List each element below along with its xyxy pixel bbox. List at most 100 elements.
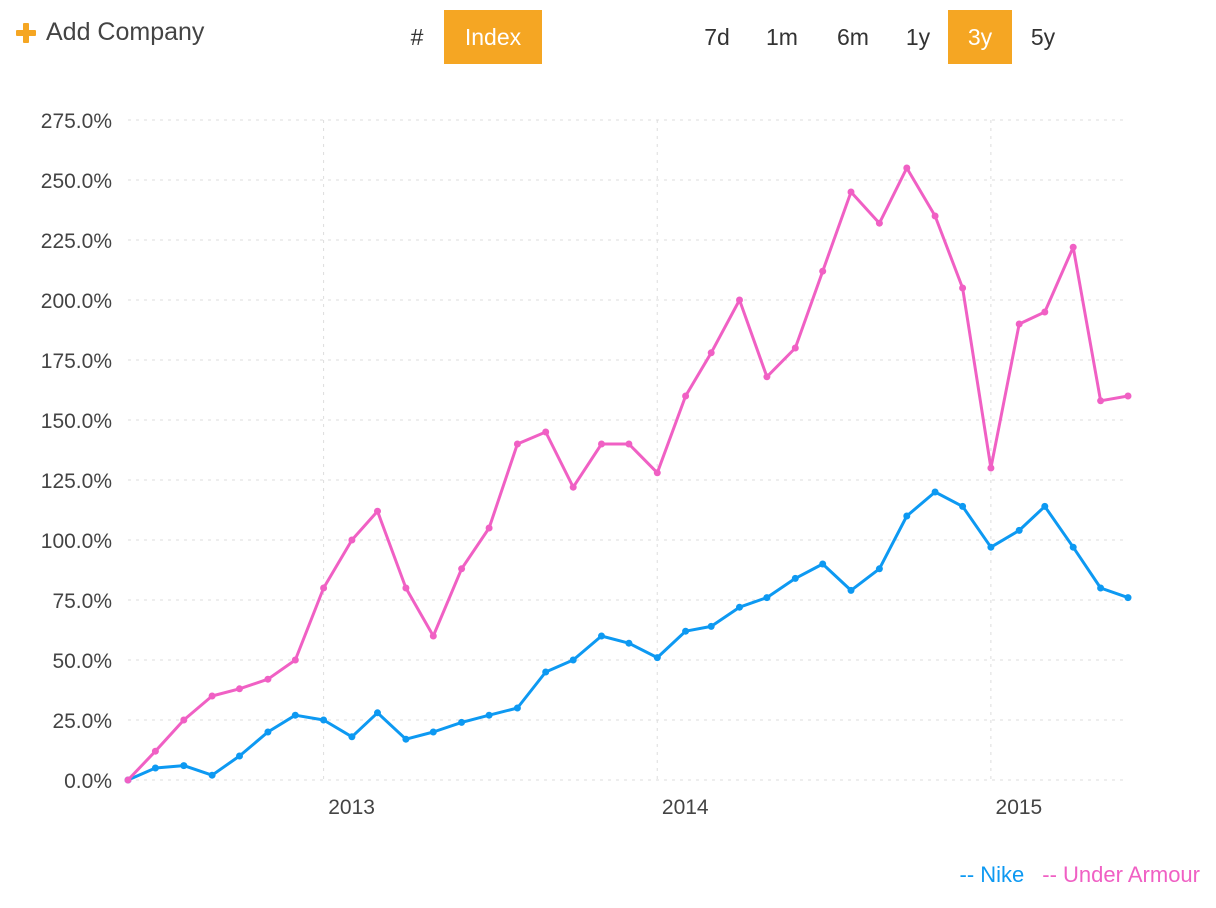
y-tick-label: 25.0% [52,710,112,733]
data-point [264,728,272,736]
data-point [598,440,605,448]
data-point [291,656,299,664]
data-point [653,469,661,477]
data-point [291,711,299,719]
range-button-5y[interactable]: 5y [1030,24,1056,50]
data-point [264,675,272,683]
add-company-button[interactable]: Add Company [14,18,204,47]
data-point [707,622,715,630]
data-point [653,654,661,662]
data-point [847,586,855,594]
y-axis-ticks: 0.0% 25.0% 50.0% 75.0% 100.0% 125.0% 150.0% 175… [41,110,112,793]
data-point [458,565,466,573]
y-tick-label: 150.0% [41,410,112,433]
range-button-1y[interactable]: 1y [905,24,931,50]
data-point [429,728,437,736]
data-point [763,373,771,381]
y-tick-label: 175.0% [41,350,112,373]
data-point [959,502,967,510]
y-tick-label: 50.0% [52,650,112,673]
range-button-7d[interactable]: 7d [704,24,730,50]
data-point [151,764,159,772]
data-point [1097,397,1105,405]
data-point [542,668,550,676]
data-point [1124,594,1132,602]
data-point [1124,392,1132,400]
data-point [875,565,883,573]
data-point [903,164,911,172]
line-chart: 0.0% 25.0% 50.0% 75.0% 100.0% 125.0% 150.0% 175… [41,110,1132,819]
data-point [513,704,521,712]
data-point [682,392,690,400]
data-point [931,212,939,220]
x-tick-label: 2013 [328,796,375,819]
data-point [736,603,743,611]
data-point [513,440,521,448]
data-point [402,584,410,592]
data-point [348,733,356,741]
data-point [791,574,799,582]
y-tick-label: 200.0% [41,290,112,313]
data-point [180,716,188,724]
data-point [931,488,939,496]
range-button-3y[interactable]: 3y [948,10,1012,64]
series-under-armour [124,164,1132,784]
data-point [736,296,743,304]
legend-item-nike[interactable]: -- Nike [959,862,1025,887]
data-point [959,284,967,292]
y-tick-label: 225.0% [41,230,112,253]
series-line-nike [126,490,1130,782]
series-layer [124,164,1132,784]
data-point [1069,243,1077,251]
data-point [151,747,159,755]
x-tick-label: 2015 [996,796,1043,819]
add-company-label: Add Company [46,18,205,46]
data-point [1015,526,1023,534]
data-point [124,776,132,784]
data-point [458,718,466,726]
series-nike [124,488,1132,784]
data-point [236,752,243,760]
data-point [236,685,243,693]
data-point [598,632,605,640]
data-point [1069,543,1077,551]
data-point [569,656,577,664]
data-point [485,711,493,719]
data-point [763,594,771,602]
y-tick-label: 75.0% [52,590,112,613]
data-point [485,524,493,532]
data-point [791,344,799,352]
series-line-under-armour [126,166,1130,782]
data-point [625,440,633,448]
data-point [208,692,216,700]
range-button-1m[interactable]: 1m [766,24,798,50]
data-point [1015,320,1023,328]
plus-icon [14,21,38,45]
data-point [903,512,911,520]
data-point [875,219,883,227]
y-tick-label: 275.0% [41,110,112,133]
x-tick-label: 2014 [662,796,709,819]
mode-button-index[interactable]: Index [444,10,542,64]
y-tick-label: 250.0% [41,170,112,193]
data-point [180,762,188,770]
data-point [819,560,827,568]
data-point [1041,502,1049,510]
range-button-6m[interactable]: 6m [837,24,869,50]
data-point [542,428,550,436]
chart-toolbar: Add Company # Index 7d 1m 6m 1y 3y 5y [0,0,1216,76]
mode-button-absolute[interactable]: # [410,24,424,50]
data-point [320,716,328,724]
data-point [208,771,216,779]
y-tick-label: 0.0% [64,770,112,793]
data-point [1041,308,1049,316]
data-point [682,627,690,635]
legend-item-under-armour[interactable]: -- Under Armour [1042,862,1200,887]
data-point [402,735,410,743]
data-point [819,267,827,275]
chart-area: 0.0% 25.0% 50.0% 75.0% 100.0% 125.0% 150.0% 175… [0,76,1216,866]
chart-legend: -- Nike -- Under Armour [960,862,1201,888]
y-tick-label: 100.0% [41,530,112,553]
data-point [374,709,381,717]
data-point [707,349,715,357]
